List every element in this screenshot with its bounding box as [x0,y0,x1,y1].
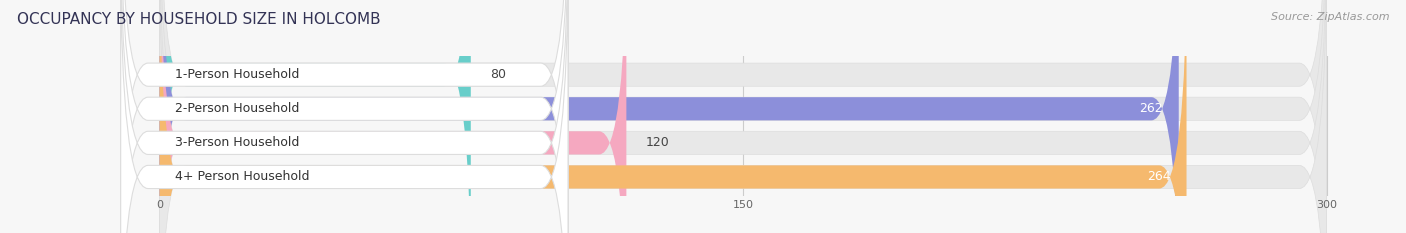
FancyBboxPatch shape [121,0,568,233]
Text: 262: 262 [1139,102,1163,115]
Text: 120: 120 [645,136,669,149]
Text: 264: 264 [1147,171,1171,183]
FancyBboxPatch shape [160,0,627,233]
FancyBboxPatch shape [160,0,1327,233]
Text: 2-Person Household: 2-Person Household [176,102,299,115]
Text: 1-Person Household: 1-Person Household [176,68,299,81]
FancyBboxPatch shape [160,0,1187,233]
FancyBboxPatch shape [160,0,1327,233]
Text: OCCUPANCY BY HOUSEHOLD SIZE IN HOLCOMB: OCCUPANCY BY HOUSEHOLD SIZE IN HOLCOMB [17,12,381,27]
FancyBboxPatch shape [160,0,1327,233]
FancyBboxPatch shape [121,0,568,233]
Text: 3-Person Household: 3-Person Household [176,136,299,149]
FancyBboxPatch shape [121,0,568,233]
FancyBboxPatch shape [160,0,1327,233]
FancyBboxPatch shape [160,0,1178,233]
FancyBboxPatch shape [160,0,471,233]
Text: Source: ZipAtlas.com: Source: ZipAtlas.com [1271,12,1389,22]
FancyBboxPatch shape [121,0,568,233]
Text: 80: 80 [491,68,506,81]
Text: 4+ Person Household: 4+ Person Household [176,171,309,183]
